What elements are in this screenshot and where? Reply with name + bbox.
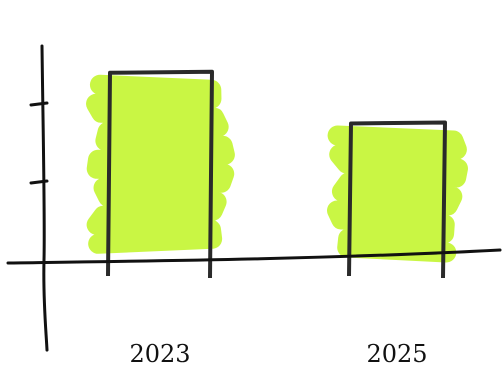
bar-fill-2023	[86, 74, 235, 254]
bar-outline-2023	[106, 69, 214, 279]
bar-fill-2025	[327, 125, 468, 263]
bar-2023	[86, 69, 235, 279]
bars-layer	[86, 69, 468, 279]
y-tick-1	[29, 179, 49, 185]
x-axis	[6, 248, 502, 265]
bar-2025	[327, 120, 468, 279]
x-tick-label-2023: 2023	[129, 340, 190, 368]
bar-outline-2025	[347, 120, 447, 279]
y-tick-2	[29, 101, 49, 107]
axes-layer	[6, 44, 502, 352]
labels-layer: 2023 2025	[129, 340, 427, 368]
x-tick-label-2025: 2025	[366, 340, 427, 368]
y-axis	[40, 44, 49, 352]
